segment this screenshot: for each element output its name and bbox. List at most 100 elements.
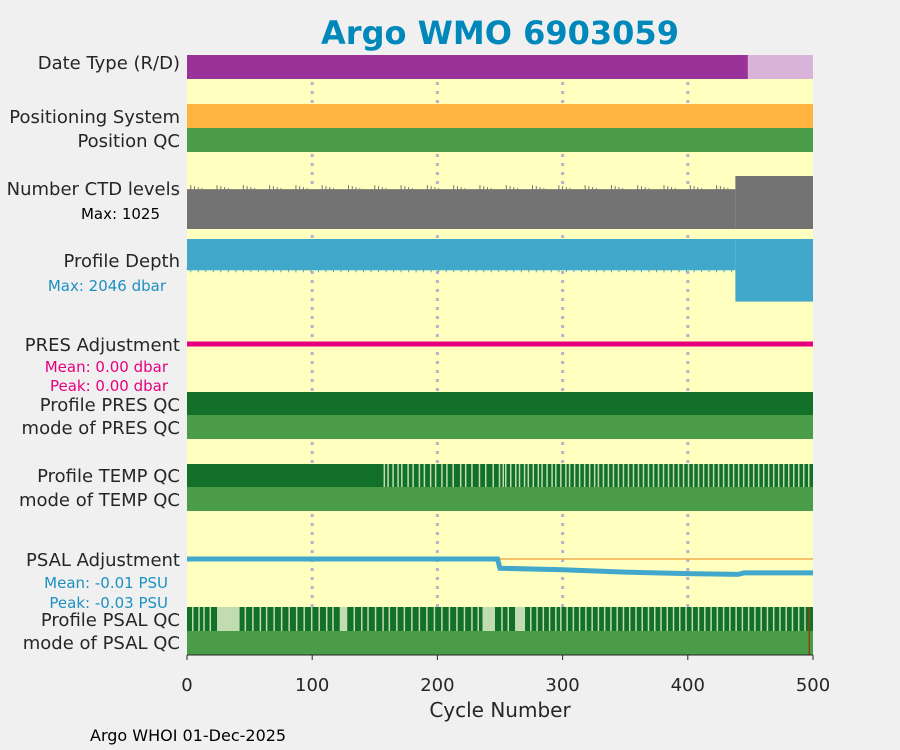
psal-qc-flag xyxy=(641,607,643,631)
temp-qc-flag xyxy=(583,464,586,487)
x-tick-label: 500 xyxy=(796,675,830,696)
temp-qc-flag xyxy=(597,464,600,487)
psal-qc-flag xyxy=(635,607,637,631)
temp-qc-flag xyxy=(657,464,660,487)
temp-qc-flag xyxy=(787,464,790,487)
ctd-levels-bar xyxy=(735,176,813,229)
temp-qc-flag xyxy=(782,464,785,487)
temp-qc-flag xyxy=(418,464,421,487)
psal-qc-flag xyxy=(501,607,503,631)
x-tick-label: 100 xyxy=(295,675,329,696)
temp-qc-flag xyxy=(617,464,620,487)
psal-qc-flag xyxy=(735,607,737,631)
temp-qc-flag xyxy=(412,464,414,487)
temp-qc-flag xyxy=(565,464,567,487)
psal-qc-flag xyxy=(555,607,557,631)
psal-qc-flag xyxy=(361,607,363,631)
psal-qc-flag xyxy=(704,607,706,631)
profile-pres-qc-bar xyxy=(187,392,813,415)
temp-qc-flag xyxy=(802,464,805,487)
temp-qc-flag xyxy=(667,464,670,487)
temp-qc-flag xyxy=(732,464,735,487)
x-tick-label: 300 xyxy=(545,675,579,696)
temp-qc-flag xyxy=(434,464,437,487)
temp-qc-flag xyxy=(423,464,426,487)
psal-qc-flag xyxy=(448,607,451,631)
psal-qc-flag xyxy=(203,607,205,631)
temp-qc-flag xyxy=(672,464,675,487)
psal-qc-flag xyxy=(754,607,756,631)
psal-qc-flag xyxy=(741,607,744,631)
temp-qc-flag xyxy=(607,464,610,487)
psal-qc-flag xyxy=(441,607,443,631)
temp-qc-flag xyxy=(541,464,543,487)
temp-qc-flag xyxy=(752,464,755,487)
psal-qc-flag-block xyxy=(339,607,348,631)
temp-qc-flag xyxy=(392,464,394,487)
psal-qc-flag xyxy=(288,607,290,631)
temp-qc-flag xyxy=(622,464,625,487)
psal-qc-flag xyxy=(647,607,650,631)
temp-qc-flag xyxy=(578,464,581,487)
psal-qc-flag xyxy=(259,607,262,631)
psal-qc-flag xyxy=(310,607,313,631)
temp-qc-flag xyxy=(429,464,432,487)
row-label-profile-temp-qc: Profile TEMP QC xyxy=(37,466,180,487)
psal-qc-flag xyxy=(471,607,473,631)
psal-qc-flag xyxy=(507,607,510,631)
temp-qc-flag xyxy=(532,464,535,487)
psal-qc-flag xyxy=(353,607,356,631)
psal-qc-flag xyxy=(273,607,275,631)
temp-qc-flag xyxy=(602,464,605,487)
psal-qc-flag xyxy=(697,607,700,631)
x-tick-label: 200 xyxy=(420,675,454,696)
profile-depth-bar xyxy=(187,239,736,271)
temp-qc-flag xyxy=(767,464,770,487)
temp-qc-flag xyxy=(772,464,775,487)
temp-qc-flag xyxy=(642,464,645,487)
temp-qc-flag xyxy=(722,464,725,487)
temp-qc-flag xyxy=(471,464,473,487)
psal-qc-flag xyxy=(766,607,769,631)
temp-qc-flag xyxy=(712,464,715,487)
psal-qc-flag xyxy=(463,607,466,631)
psal-qc-flag xyxy=(622,607,625,631)
psal-qc-flag xyxy=(672,607,675,631)
temp-qc-flag xyxy=(452,464,454,487)
psal-qc-flag xyxy=(722,607,725,631)
psal-qc-flag xyxy=(729,607,731,631)
mode-psal-qc-bar xyxy=(187,631,813,655)
psal-qc-flag xyxy=(578,607,581,631)
row-label-positioning-system: Positioning System xyxy=(9,107,180,128)
temp-qc-flag xyxy=(407,464,409,487)
profile-depth-max: Max: 2046 dbar xyxy=(48,277,167,295)
temp-qc-flag xyxy=(464,464,467,487)
temp-qc-flag xyxy=(727,464,730,487)
temp-qc-flag xyxy=(632,464,635,487)
temp-qc-flag xyxy=(441,464,443,487)
psal-qc-flag xyxy=(530,607,532,631)
row-label-position-qc: Position QC xyxy=(77,131,180,152)
psal-qc-flag xyxy=(303,607,305,631)
psal-qc-flag xyxy=(585,607,587,631)
psal-qc-flag xyxy=(760,607,762,631)
date-type-bar xyxy=(187,55,748,79)
footer-credit: Argo WHOI 01-Dec-2025 xyxy=(90,726,286,745)
temp-qc-flag xyxy=(697,464,700,487)
psal-qc-flag xyxy=(332,607,334,631)
temp-qc-flag xyxy=(777,464,780,487)
temp-qc-flag xyxy=(742,464,745,487)
row-label-mode-temp-qc: mode of TEMP QC xyxy=(19,490,180,511)
temp-qc-flag xyxy=(478,464,481,487)
psal-qc-flag xyxy=(244,607,247,631)
plot-area xyxy=(187,55,813,655)
temp-qc-flag xyxy=(593,464,596,487)
psal-qc-flag xyxy=(685,607,687,631)
temp-qc-flag xyxy=(523,464,526,487)
temp-qc-flag xyxy=(537,464,540,487)
temp-qc-flag xyxy=(502,464,505,487)
temp-qc-flag xyxy=(692,464,695,487)
profile-depth-bar xyxy=(735,239,813,302)
position-qc-bar xyxy=(187,128,813,152)
temp-qc-flag xyxy=(792,464,795,487)
